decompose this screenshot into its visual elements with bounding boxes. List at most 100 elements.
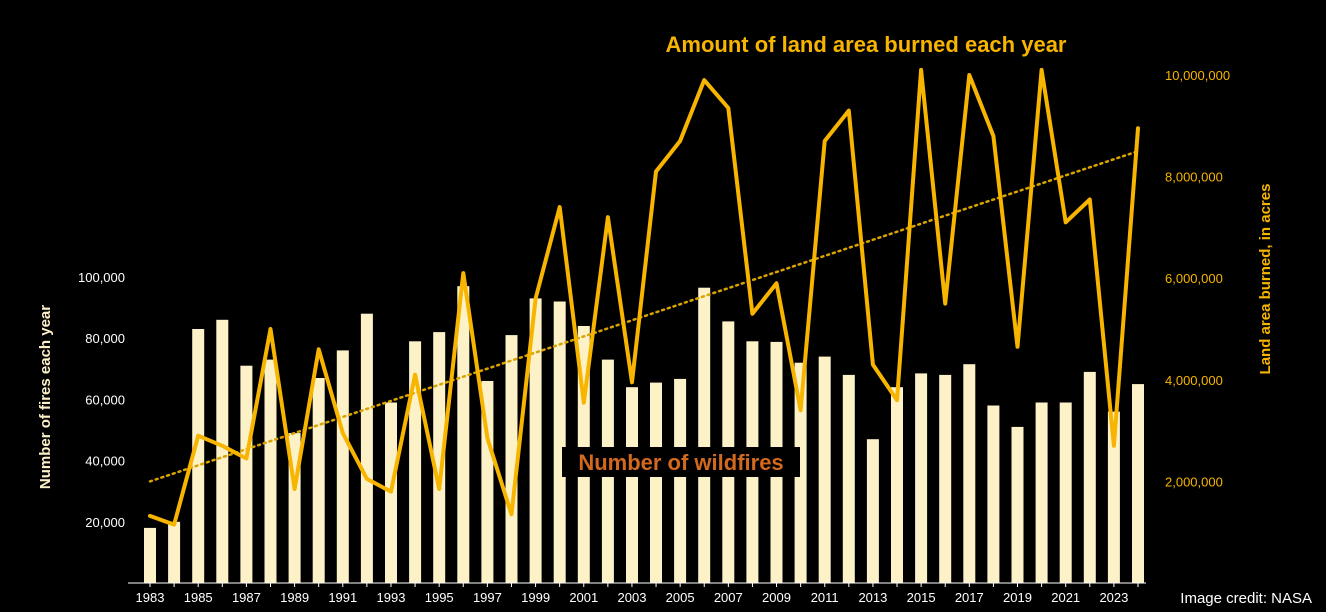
bar-2024 [1132, 384, 1144, 583]
bar-1983 [144, 527, 156, 583]
bar-1988 [264, 359, 277, 583]
land-burned-line [148, 67, 1140, 527]
bar-2020 [1035, 402, 1048, 583]
point-1987 [244, 457, 248, 460]
bar-1995 [433, 332, 446, 583]
point-1994 [413, 373, 417, 377]
bar-1984 [168, 521, 181, 583]
bar-2019 [1011, 426, 1024, 583]
x-tick-label: 2003 [618, 590, 647, 605]
line-series-land-burned [148, 67, 1140, 527]
bar-2013 [866, 439, 879, 583]
point-2021 [1064, 220, 1068, 224]
bar-series-wildfires [144, 286, 1144, 583]
point-1999 [534, 297, 538, 300]
x-tick-label: 1993 [377, 590, 406, 605]
point-2000 [558, 205, 562, 209]
bar-2012 [842, 374, 855, 583]
point-2005 [678, 139, 682, 143]
trend-line-group [148, 149, 1140, 483]
x-tick-label: 1989 [280, 590, 309, 605]
point-2018 [991, 134, 995, 138]
right-tick-label: 10,000,000 [1165, 68, 1230, 83]
point-2009 [775, 281, 778, 285]
x-tick-label: 1983 [136, 590, 165, 605]
point-1991 [341, 431, 345, 435]
annotation-background [562, 447, 800, 477]
point-2013 [871, 363, 875, 367]
x-tick-label: 2023 [1099, 590, 1128, 605]
left-tick-labels: 20,000 40,000 60,000 80,000 100,000 [78, 270, 125, 530]
point-2011 [823, 139, 827, 143]
right-tick-label: 6,000,000 [1165, 271, 1223, 286]
point-2024 [1136, 126, 1140, 130]
bar-2011 [818, 356, 831, 583]
bar-2023 [1107, 411, 1120, 583]
point-2014 [895, 398, 899, 402]
bar-2014 [891, 387, 903, 583]
bar-2017 [963, 364, 976, 583]
point-2023 [1112, 444, 1116, 448]
x-tick-labels: 1983 1985 1987 1989 1991 1993 1995 1997 1999 2001… [136, 590, 1129, 605]
right-tick-label: 4,000,000 [1165, 373, 1223, 388]
point-1993 [389, 490, 393, 494]
bar-2004 [650, 382, 662, 583]
x-tick-label: 1985 [184, 590, 213, 605]
bar-2000 [553, 301, 566, 583]
x-tick-label: 1991 [328, 590, 357, 605]
bar-2003 [626, 387, 638, 583]
point-2008 [750, 312, 754, 316]
left-tick-label: 100,000 [78, 270, 125, 285]
point-1990 [317, 347, 321, 351]
bar-1987 [240, 365, 253, 583]
x-tick-label: 2013 [858, 590, 887, 605]
x-tick-label: 2009 [762, 590, 791, 605]
bar-2006 [698, 287, 711, 583]
point-2020 [1040, 68, 1044, 72]
x-tick-label: 2007 [714, 590, 743, 605]
x-tick-label: 2005 [666, 590, 695, 605]
point-1996 [461, 271, 465, 275]
point-2003 [630, 380, 634, 384]
trend-line [148, 149, 1140, 483]
point-2001 [582, 401, 586, 405]
point-2016 [943, 302, 947, 306]
point-2010 [799, 408, 803, 412]
wildfires-annotation: Number of wildfires [578, 450, 783, 475]
bar-1986 [216, 319, 229, 583]
point-2006 [702, 78, 706, 82]
right-tick-label: 8,000,000 [1165, 170, 1223, 185]
point-2012 [847, 109, 851, 113]
point-1984 [172, 523, 176, 527]
bar-1999 [529, 298, 542, 583]
bar-2015 [915, 373, 928, 583]
left-tick-label: 40,000 [85, 454, 125, 469]
left-tick-label: 80,000 [85, 331, 125, 346]
point-2002 [606, 215, 610, 219]
image-credit: Image credit: NASA [1180, 590, 1312, 607]
bar-1994 [409, 341, 422, 583]
bar-2022 [1083, 371, 1096, 583]
x-tick-label: 1987 [232, 590, 261, 605]
point-2019 [1016, 345, 1019, 349]
left-axis-title: Number of fires each year [37, 305, 54, 489]
point-2022 [1088, 198, 1092, 201]
bar-1990 [312, 378, 325, 583]
point-2004 [654, 170, 658, 173]
bar-1992 [360, 313, 373, 583]
point-2017 [967, 73, 971, 77]
point-1989 [293, 487, 297, 491]
right-tick-labels: 2,000,000 4,000,000 6,000,000 8,000,000 10,0… [1165, 68, 1230, 489]
right-axis-title: Land area burned, in acres [1257, 184, 1274, 375]
bar-2016 [939, 374, 952, 583]
x-tick-label: 2001 [569, 590, 598, 605]
left-tick-label: 20,000 [85, 515, 125, 530]
point-1992 [365, 477, 369, 481]
bar-1991 [336, 350, 349, 583]
point-1986 [220, 444, 224, 448]
x-tick-label: 1995 [425, 590, 454, 605]
bar-2018 [987, 405, 1000, 583]
x-tick-label: 2015 [907, 590, 936, 605]
x-tick-label: 2019 [1003, 590, 1032, 605]
x-tick-label: 2011 [811, 590, 839, 605]
